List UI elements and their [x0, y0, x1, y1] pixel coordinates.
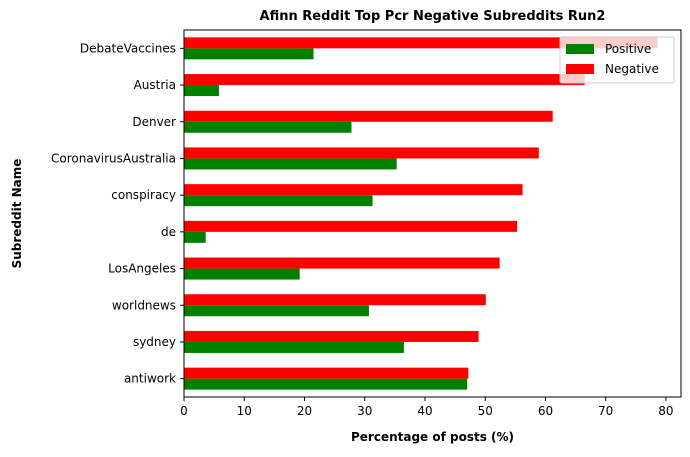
bar-negative-denver — [184, 110, 553, 122]
bar-negative-losangeles — [184, 257, 500, 269]
y-tick-label-antiwork: antiwork — [124, 372, 176, 386]
x-tick-label: 10 — [237, 404, 252, 418]
bar-positive-conspiracy — [184, 195, 373, 207]
x-tick-label: 80 — [658, 404, 673, 418]
legend-label-negative: Negative — [605, 62, 659, 76]
y-tick-label-worldnews: worldnews — [112, 298, 176, 312]
chart-title: Afinn Reddit Top Pcr Negative Subreddits… — [260, 9, 606, 24]
bar-negative-de — [184, 220, 518, 232]
x-tick-label: 70 — [598, 404, 613, 418]
bar-negative-antiwork — [184, 367, 469, 379]
bar-negative-conspiracy — [184, 184, 523, 196]
y-tick-label-denver: Denver — [132, 115, 176, 129]
bar-positive-antiwork — [184, 378, 468, 390]
bar-positive-losangeles — [184, 268, 300, 280]
y-tick-label-debatevaccines: DebateVaccines — [80, 41, 176, 55]
legend-label-positive: Positive — [605, 42, 651, 56]
y-tick-label-de: de — [161, 225, 176, 239]
bar-positive-denver — [184, 121, 352, 133]
x-tick-label: 50 — [478, 404, 493, 418]
bar-negative-coronavirusaustralia — [184, 147, 539, 159]
legend: Positive Negative — [559, 36, 675, 84]
y-tick-label-sydney: sydney — [133, 335, 176, 349]
bar-positive-debatevaccines — [184, 48, 314, 60]
bar-positive-de — [184, 231, 206, 243]
legend-swatch-positive — [566, 44, 594, 54]
y-tick-label-coronavirusaustralia: CoronavirusAustralia — [51, 151, 176, 165]
legend-swatch-negative — [566, 64, 594, 74]
bar-positive-coronavirusaustralia — [184, 158, 397, 170]
bar-negative-worldnews — [184, 294, 486, 306]
bar-negative-debatevaccines — [184, 37, 658, 49]
bar-positive-austria — [184, 85, 219, 97]
bar-negative-sydney — [184, 330, 479, 342]
x-tick-label: 0 — [180, 404, 188, 418]
x-axis-label: Percentage of posts (%) — [351, 430, 514, 444]
bar-positive-worldnews — [184, 305, 369, 317]
x-tick-label: 60 — [538, 404, 553, 418]
y-tick-label-austria: Austria — [134, 78, 176, 92]
y-tick-label-conspiracy: conspiracy — [111, 188, 176, 202]
bar-negative-austria — [184, 74, 585, 86]
y-axis-label: Subreddit Name — [10, 159, 24, 269]
x-tick-label: 40 — [417, 404, 432, 418]
bars-group — [184, 37, 658, 390]
x-tick-label: 20 — [297, 404, 312, 418]
plot-frame — [183, 29, 682, 398]
x-tick-label: 30 — [357, 404, 372, 418]
y-tick-label-losangeles: LosAngeles — [108, 262, 176, 276]
ticks-group: 0 10 20 30 40 50 60 70 80 antiwork sydney worldnews… — [51, 41, 674, 418]
bar-positive-sydney — [184, 341, 404, 353]
